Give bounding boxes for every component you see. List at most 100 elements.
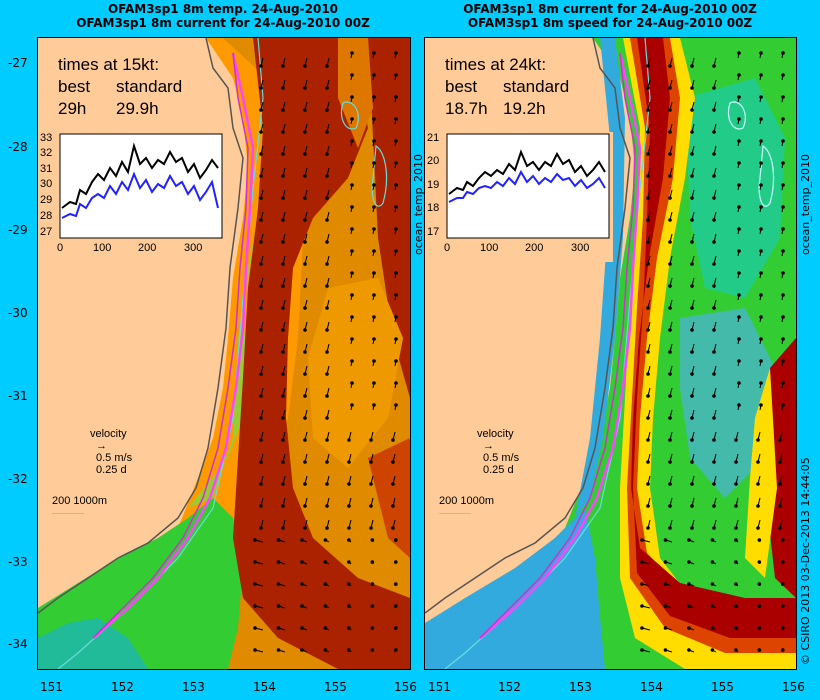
velocity-arrow-head — [259, 350, 263, 354]
velocity-arrow-head — [687, 648, 691, 652]
velocity-arrow-head — [325, 130, 329, 134]
eddy-contour — [371, 144, 388, 207]
velocity-arrow-head — [372, 183, 376, 187]
velocity-arrow-head — [646, 438, 650, 442]
times-heading: times at 24kt: — [445, 55, 547, 74]
velocity-arrow-head — [756, 526, 760, 530]
velocity-arrow-head — [712, 504, 716, 508]
eddy-core — [368, 38, 410, 398]
depth-scale-line — [52, 513, 84, 514]
velocity-arrow-head — [253, 648, 257, 652]
velocity-arrow-head — [350, 95, 354, 99]
velocity-arrow-head — [781, 117, 785, 121]
velocity-arrow-head — [781, 73, 785, 77]
velocity-arrow-head — [259, 284, 263, 288]
eddy-yellow — [745, 368, 777, 578]
velocity-arrow-head — [668, 350, 672, 354]
velocity-arrow-head — [690, 108, 694, 112]
inset-x-tick: 300 — [571, 242, 590, 254]
velocity-arrow-head — [756, 504, 760, 508]
velocity-arrow-head — [281, 526, 285, 530]
velocity-arrow-head — [372, 73, 376, 77]
velocity-arrow-head — [781, 626, 785, 630]
velocity-arrow-head — [687, 626, 691, 630]
velocity-arrow-head — [778, 460, 782, 464]
velocity-arrow-head — [281, 372, 285, 376]
velocity-arrow-head — [325, 504, 329, 508]
velocity-arrow-head — [663, 604, 668, 608]
velocity-arrow-head — [757, 648, 762, 652]
velocity-arrow-head — [394, 205, 398, 209]
velocity-arrow-head — [325, 86, 329, 90]
velocity-arrow-head — [347, 626, 351, 630]
inset-chart: 21 20 19 18 17 0 100 200 300 — [425, 132, 613, 262]
velocity-arrow-head — [372, 359, 376, 363]
inset-x-tick: 200 — [525, 242, 544, 254]
velocity-arrow-head — [756, 438, 760, 442]
velocity-arrow-head — [259, 328, 263, 332]
velocity-arrow-head — [781, 538, 785, 542]
velocity-arrow-head — [687, 560, 691, 564]
velocity-arrow-head — [737, 359, 741, 363]
inset-y-tick: 32 — [40, 147, 53, 159]
velocity-arrow-head — [712, 108, 716, 112]
velocity-arrow-head — [668, 328, 672, 332]
velocity-arrow-head — [394, 337, 398, 341]
velocity-arrow-head — [350, 293, 354, 297]
velocity-arrow-head — [281, 350, 285, 354]
velocity-arrow-head — [759, 117, 763, 121]
velocity-arrow-head — [690, 460, 694, 464]
velocity-arrow-head — [259, 416, 263, 420]
velocity-arrow-head — [372, 95, 376, 99]
velocity-arrow-head — [781, 315, 785, 319]
velocity-arrow-head — [303, 86, 307, 90]
velocity-arrow-head — [281, 240, 285, 244]
velocity-arrow-head — [394, 626, 398, 630]
velocity-arrow-head — [347, 538, 351, 542]
velocity-time: 0.25 d — [96, 464, 127, 476]
velocity-arrow-head — [690, 350, 694, 354]
velocity-arrow-head — [370, 582, 375, 586]
velocity-arrow-head — [646, 328, 650, 332]
velocity-arrow-head — [325, 306, 329, 310]
velocity-legend: velocity → 0.5 m/s 0.25 d — [86, 428, 132, 476]
velocity-arrow-head — [369, 460, 373, 464]
velocity-arrow-head — [372, 227, 376, 231]
velocity-arrow-head — [712, 284, 716, 288]
velocity-arrow-head — [663, 538, 668, 542]
velocity-arrow-head — [325, 372, 329, 376]
velocity-arrow-head — [687, 582, 691, 586]
inset-y-tick: 30 — [40, 178, 53, 190]
velocity-arrow-head — [668, 306, 672, 310]
velocity-arrow-head — [712, 482, 716, 486]
velocity-arrow-head — [781, 337, 785, 341]
velocity-arrow-head — [737, 403, 741, 407]
velocity-arrow-head — [369, 438, 373, 442]
velocity-arrow-head — [350, 381, 354, 385]
velocity-arrow-head — [370, 538, 375, 542]
velocity-arrow-head — [350, 403, 354, 407]
velocity-arrow-head — [778, 504, 782, 508]
velocity-arrow-head — [347, 648, 351, 652]
x-tick: 156 — [394, 680, 417, 694]
velocity-arrow-head — [281, 218, 285, 222]
velocity-arrow-head — [668, 174, 672, 178]
velocity-arrow-head — [737, 205, 741, 209]
velocity-arrow-head — [303, 64, 307, 68]
velocity-arrow-head — [281, 262, 285, 266]
velocity-arrow-head — [668, 482, 672, 486]
velocity-arrow-head — [259, 64, 263, 68]
velocity-arrow-head — [712, 328, 716, 332]
velocity-arrow-head — [668, 460, 672, 464]
velocity-arrow-head — [668, 64, 672, 68]
velocity-arrow-head — [281, 174, 285, 178]
inset-y-tick: 31 — [40, 163, 53, 175]
best-time-value: 29h — [58, 99, 87, 118]
velocity-arrow-head — [281, 64, 285, 68]
left-panel-title: OFAM3sp1 8m temp. 24-Aug-2010 OFAM3sp1 8… — [38, 2, 408, 30]
velocity-arrow-head — [325, 64, 329, 68]
velocity-arrow-head — [372, 139, 376, 143]
velocity-arrow-head — [646, 64, 650, 68]
velocity-arrow-head — [690, 306, 694, 310]
velocity-arrow-head — [640, 538, 644, 542]
